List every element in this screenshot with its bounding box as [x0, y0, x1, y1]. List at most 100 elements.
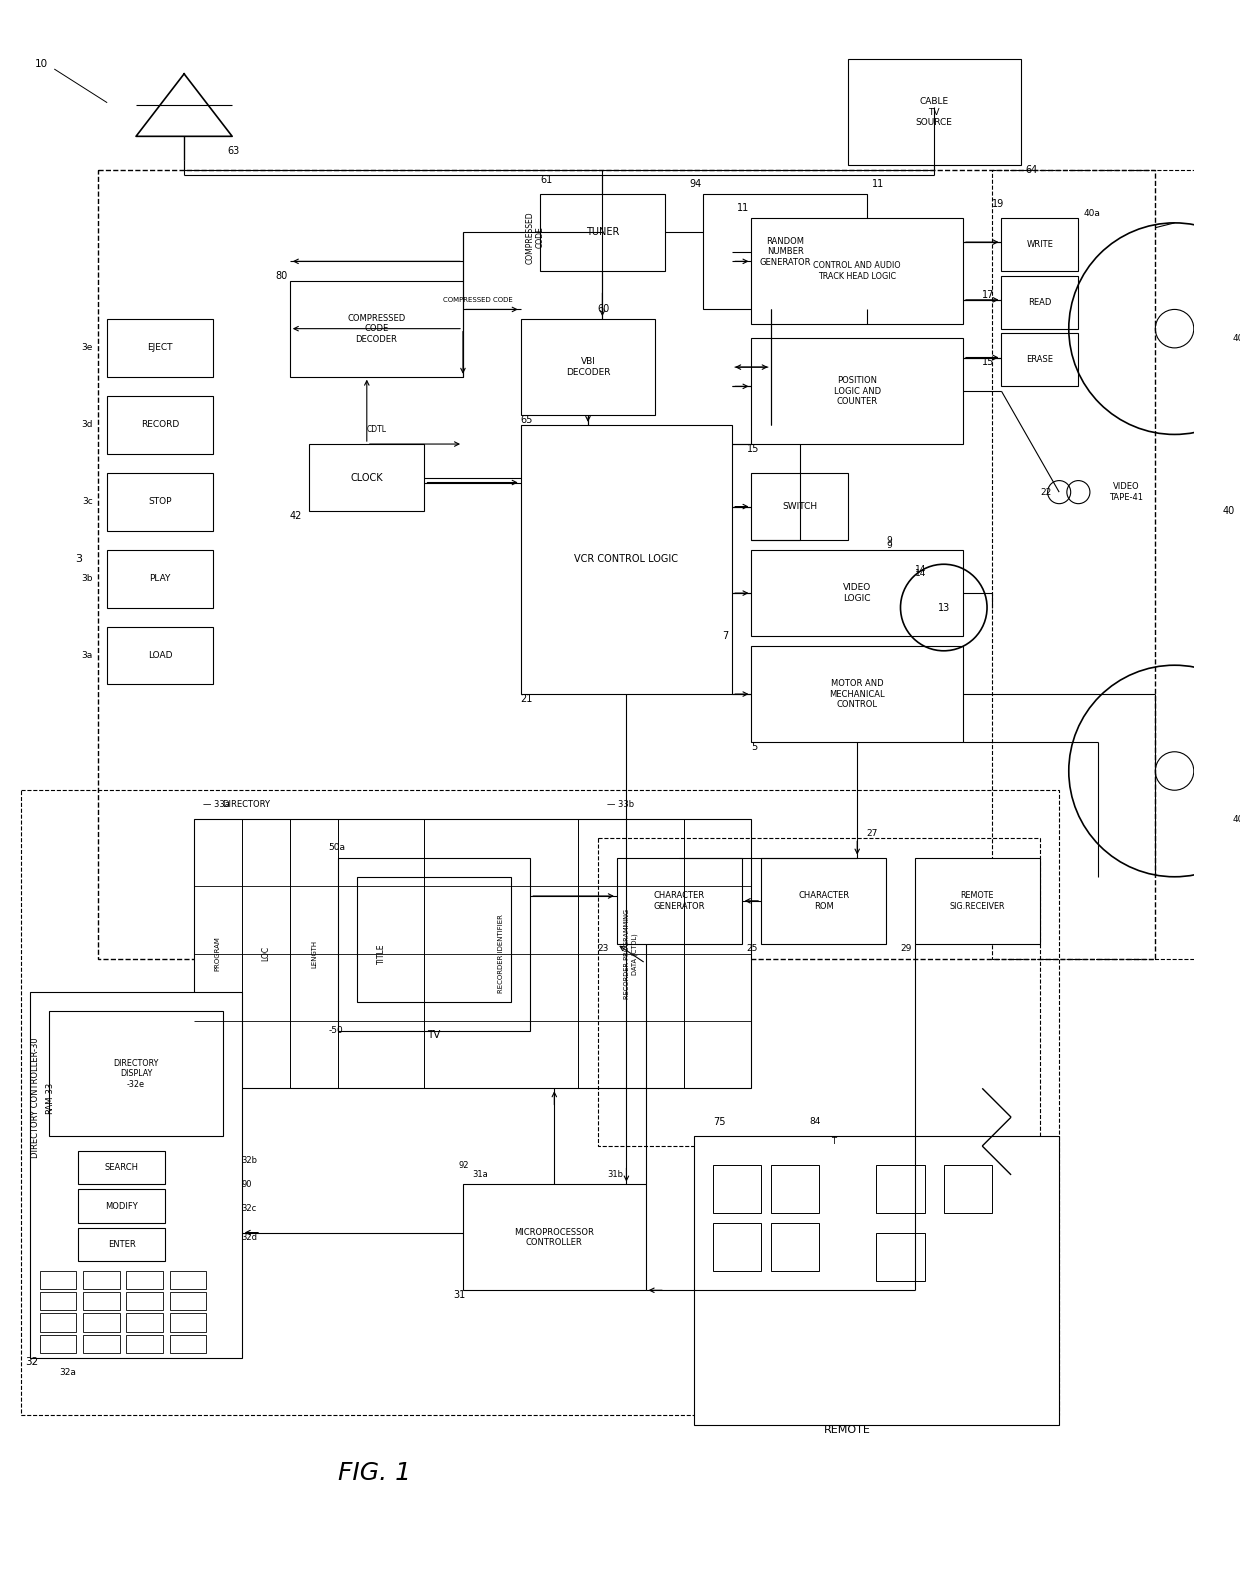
Bar [598, 839, 1040, 1146]
Bar [107, 549, 213, 608]
Text: 40c: 40c [1233, 334, 1240, 342]
Bar [1002, 218, 1079, 271]
Text: VIDEO
LOGIC: VIDEO LOGIC [843, 583, 872, 603]
Text: 84: 84 [810, 1118, 821, 1127]
Text: 40a: 40a [1084, 209, 1100, 218]
Bar [751, 646, 963, 742]
Text: 32: 32 [26, 1358, 38, 1368]
Text: COMPRESSED CODE: COMPRESSED CODE [443, 296, 512, 302]
Text: 65: 65 [521, 416, 533, 425]
Bar [83, 1293, 120, 1310]
Bar [339, 858, 531, 1030]
Text: 80: 80 [275, 271, 288, 280]
Bar [83, 1313, 120, 1331]
Text: 31a: 31a [472, 1170, 489, 1180]
Text: 61: 61 [539, 175, 552, 185]
Text: LOAD: LOAD [148, 651, 172, 661]
Text: PROGRAM: PROGRAM [215, 936, 221, 971]
Bar [40, 1313, 77, 1331]
Bar [771, 1165, 818, 1213]
Text: LOC: LOC [262, 946, 270, 962]
Bar [771, 1223, 818, 1270]
Text: PLAY: PLAY [149, 575, 171, 583]
Bar [50, 1011, 222, 1137]
Bar [713, 1165, 761, 1213]
Text: 94: 94 [689, 180, 701, 189]
Bar [107, 396, 213, 454]
Text: 31: 31 [454, 1290, 465, 1301]
Text: SEARCH: SEARCH [104, 1164, 139, 1172]
Text: DIRECTORY CONTROLLER-30: DIRECTORY CONTROLLER-30 [31, 1038, 40, 1159]
Text: 32a: 32a [60, 1368, 76, 1377]
Bar [539, 194, 665, 271]
Bar [21, 790, 1059, 1415]
Text: 3e: 3e [82, 344, 93, 352]
Bar [751, 338, 963, 444]
Bar [126, 1334, 162, 1353]
Text: VIDEO
TAPE-41: VIDEO TAPE-41 [1110, 482, 1143, 501]
Bar [78, 1189, 165, 1223]
Text: VBI
DECODER: VBI DECODER [565, 358, 610, 377]
Text: 22: 22 [1040, 487, 1052, 497]
Bar [992, 170, 1240, 958]
Text: STOP: STOP [149, 497, 172, 506]
Text: 3c: 3c [82, 497, 93, 506]
Text: 15: 15 [746, 444, 759, 454]
Text: TUNER: TUNER [585, 228, 619, 237]
Bar [126, 1270, 162, 1290]
Bar [751, 218, 963, 323]
Bar [761, 858, 887, 944]
Text: DIRECTORY
DISPLAY
-32e: DIRECTORY DISPLAY -32e [113, 1059, 159, 1089]
Bar [877, 1232, 925, 1280]
Text: FIG. 1: FIG. 1 [339, 1461, 410, 1485]
Text: VCR CONTROL LOGIC: VCR CONTROL LOGIC [574, 554, 678, 565]
Text: 63: 63 [227, 146, 239, 156]
Bar [170, 1313, 206, 1331]
Text: 5: 5 [751, 742, 758, 751]
Text: 27: 27 [867, 829, 878, 837]
Bar [30, 992, 242, 1358]
Text: 3: 3 [74, 554, 82, 565]
Text: DIRECTORY: DIRECTORY [222, 801, 270, 809]
Bar [944, 1165, 992, 1213]
Text: T: T [831, 1137, 836, 1146]
Text: 10: 10 [35, 59, 48, 68]
Text: 9: 9 [887, 541, 892, 549]
Text: 3d: 3d [82, 420, 93, 430]
Bar [40, 1270, 77, 1290]
Bar [107, 318, 213, 377]
Bar [83, 1334, 120, 1353]
Text: 90: 90 [242, 1180, 252, 1189]
Text: 21: 21 [521, 694, 533, 704]
Text: ERASE: ERASE [1027, 355, 1054, 365]
Text: MICROPROCESSOR
CONTROLLER: MICROPROCESSOR CONTROLLER [515, 1227, 594, 1247]
Text: 3b: 3b [82, 575, 93, 583]
Text: — 33b: — 33b [608, 801, 635, 809]
Text: 42: 42 [290, 511, 303, 521]
Bar [170, 1334, 206, 1353]
Bar [877, 1165, 925, 1213]
Text: COMPRESSED
CODE: COMPRESSED CODE [526, 212, 544, 264]
Text: 17: 17 [982, 290, 994, 299]
Text: RECORDER PROGRAMMING
DATA (CTDL): RECORDER PROGRAMMING DATA (CTDL) [625, 909, 639, 998]
Bar [1002, 275, 1079, 328]
Text: 13: 13 [937, 602, 950, 613]
Text: 25: 25 [746, 944, 758, 954]
Text: 60: 60 [598, 304, 610, 315]
Text: MOTOR AND
MECHANICAL
CONTROL: MOTOR AND MECHANICAL CONTROL [830, 680, 885, 708]
Text: 15: 15 [982, 357, 994, 368]
Text: RAM-33: RAM-33 [45, 1083, 55, 1114]
Text: — 33a: — 33a [203, 801, 231, 809]
Text: 11: 11 [737, 204, 749, 213]
Text: 29: 29 [900, 944, 911, 954]
Text: CDTL: CDTL [366, 425, 387, 435]
Text: 3a: 3a [82, 651, 93, 661]
Text: -50: -50 [329, 1027, 343, 1035]
Text: 92: 92 [458, 1161, 469, 1170]
Bar [357, 877, 511, 1001]
Text: 11: 11 [872, 180, 884, 189]
Text: ENTER: ENTER [108, 1240, 135, 1250]
Text: 14: 14 [915, 565, 926, 573]
Text: 14: 14 [915, 570, 926, 578]
Text: 32d: 32d [242, 1232, 258, 1242]
